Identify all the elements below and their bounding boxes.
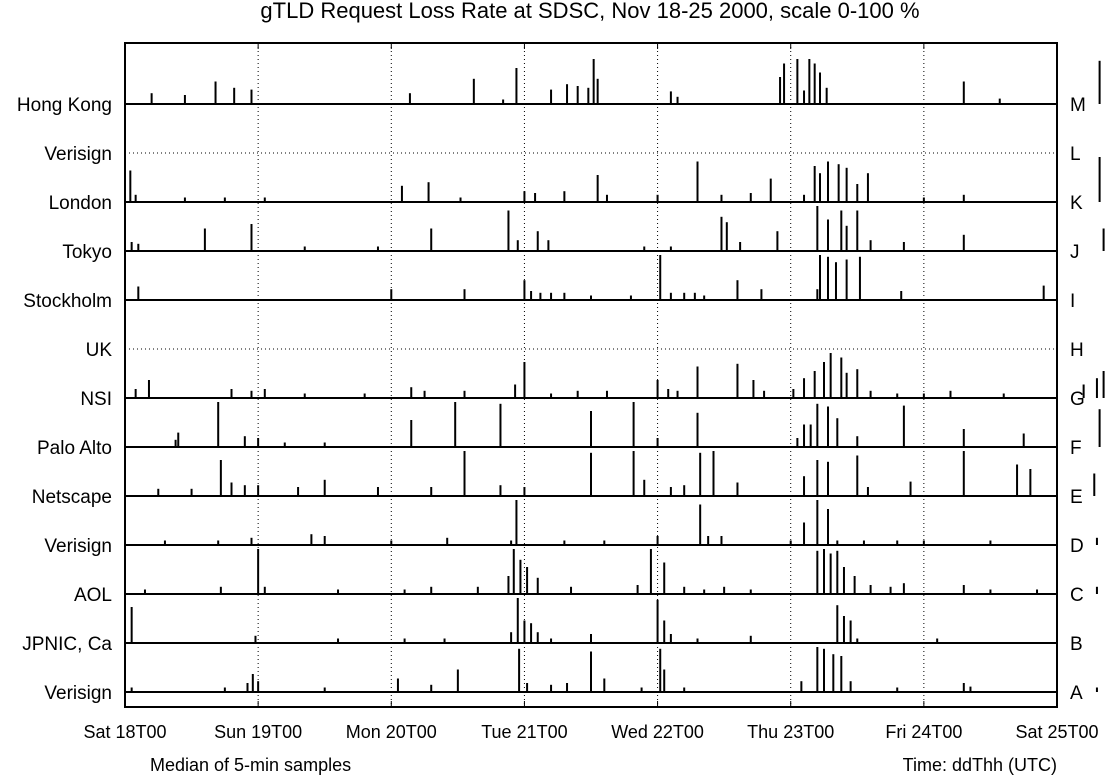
series-labels: Hong Kong M Verisign L London K Tokyo J Stockhol…	[17, 95, 1086, 704]
series-label: Hong Kong	[17, 95, 112, 116]
series-label: Stockholm	[23, 291, 112, 312]
x-tick-label: Sat 18T00	[83, 722, 166, 742]
series-letter: K	[1070, 193, 1083, 214]
series-letter: F	[1070, 438, 1082, 459]
x-tick-labels: Sat 18T00 Sun 19T00 Mon 20T00 Tue 21T00 Wed …	[83, 722, 1098, 742]
series-label: Palo Alto	[37, 438, 112, 459]
series-letter: M	[1070, 95, 1086, 116]
series-label: AOL	[74, 585, 112, 606]
series-letter: A	[1070, 683, 1083, 704]
series-label: Verisign	[44, 683, 112, 704]
series-letter: G	[1070, 389, 1085, 410]
series-letter: E	[1070, 487, 1083, 508]
series-label: Netscape	[32, 487, 112, 508]
series-letter: J	[1070, 242, 1080, 263]
x-tick-label: Sat 25T00	[1015, 722, 1098, 742]
series-label: London	[49, 193, 112, 214]
series-label: Verisign	[44, 144, 112, 165]
x-tick-label: Mon 20T00	[346, 722, 437, 742]
x-tick-label: Thu 23T00	[747, 722, 834, 742]
series-letter: H	[1070, 340, 1084, 361]
x-tick-label: Tue 21T00	[481, 722, 567, 742]
series-letter: C	[1070, 585, 1084, 606]
subtitle-median: Median of 5-min samples	[150, 755, 351, 775]
x-tick-label: Sun 19T00	[214, 722, 302, 742]
series-label: NSI	[80, 389, 112, 410]
x-axis-label: Time: ddThh (UTC)	[903, 755, 1057, 775]
series-letter: D	[1070, 536, 1084, 557]
x-tick-label: Fri 24T00	[885, 722, 962, 742]
chart-title: gTLD Request Loss Rate at SDSC, Nov 18-2…	[260, 0, 919, 23]
plot-frame	[124, 42, 1058, 708]
grid-lines	[124, 43, 1058, 707]
x-tick-label: Wed 22T00	[611, 722, 704, 742]
series-rows	[125, 59, 1105, 693]
series-label: Verisign	[44, 536, 112, 557]
series-label: Tokyo	[62, 242, 112, 263]
series-label: JPNIC, Ca	[22, 634, 112, 655]
series-letter: I	[1070, 291, 1075, 312]
series-label: UK	[86, 340, 113, 361]
series-letter: B	[1070, 634, 1083, 655]
series-letter: L	[1070, 144, 1081, 165]
